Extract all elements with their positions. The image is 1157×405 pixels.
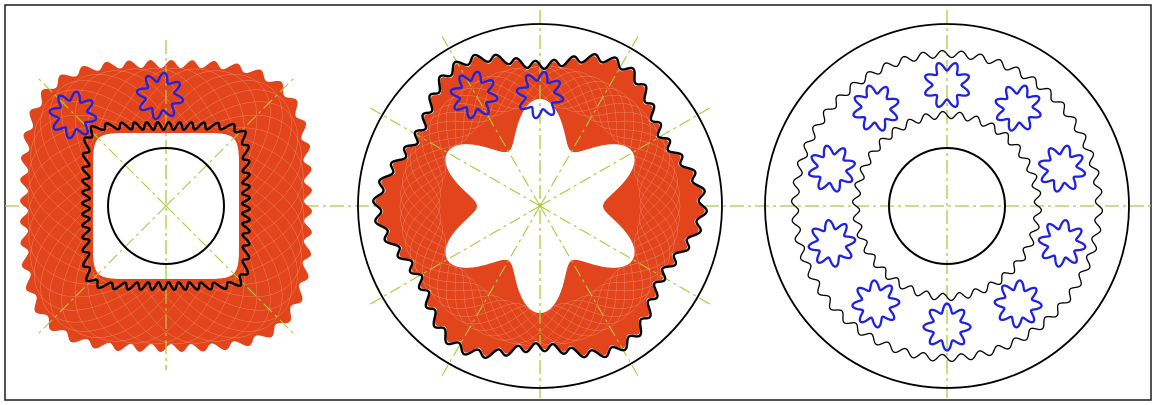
planet-gear (1037, 219, 1087, 268)
planet-gear (449, 70, 499, 120)
diagonal-centerline (38, 205, 167, 334)
planet-gear (1038, 144, 1087, 193)
diagonal-centerline (165, 205, 294, 334)
radial-centerline (539, 32, 641, 207)
sun-gear-outline (851, 110, 1043, 302)
radial-centerline (439, 205, 541, 380)
outer-housing-circle (764, 23, 1130, 389)
radial-centerline (366, 105, 541, 207)
central-shaft-circle (888, 147, 1006, 265)
planet-gear (807, 144, 856, 193)
radial-centerline (539, 205, 714, 307)
hexagonal-gear-outline (372, 53, 708, 359)
panel-middle-hexagonal-gear (357, 10, 723, 398)
panel-right-circular-gear (764, 10, 1130, 398)
planet-gear (48, 90, 98, 140)
square-gear-outline (81, 121, 251, 291)
planet-gear (851, 279, 901, 329)
radial-centerline (539, 105, 714, 207)
planet-gear (922, 302, 972, 352)
planet-gear (135, 71, 185, 121)
planet-gear (993, 279, 1043, 329)
envelope-band (375, 56, 705, 356)
radial-centerline (366, 205, 541, 307)
diagonal-centerline (38, 78, 167, 207)
envelope-texture (399, 65, 681, 347)
planet-gear (994, 84, 1042, 132)
central-shaft-circle (107, 147, 225, 265)
planet-gear (807, 219, 857, 268)
diagonal-centerline (165, 78, 294, 207)
planet-gear (924, 62, 970, 108)
outer-housing-circle (357, 23, 723, 389)
planet-gear (515, 70, 565, 120)
planet-gear (852, 84, 900, 132)
ring-gear-outline (790, 49, 1104, 363)
panel-left-square-gear (20, 40, 312, 370)
